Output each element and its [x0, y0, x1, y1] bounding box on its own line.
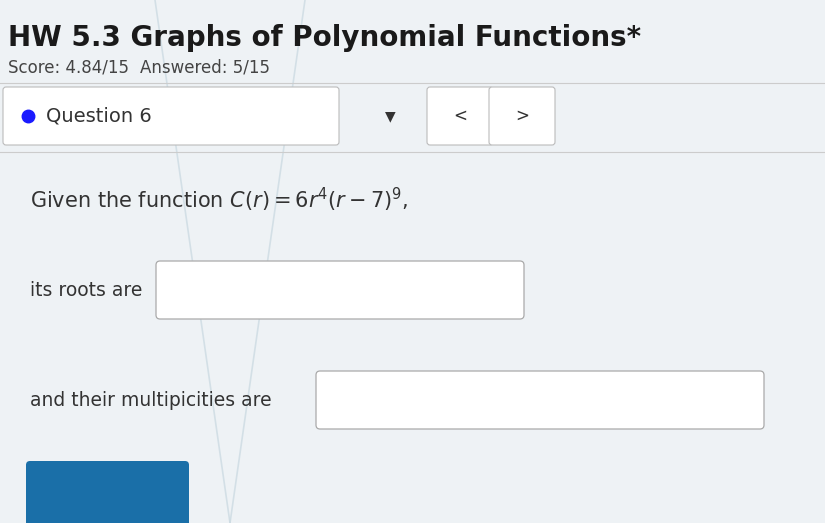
Text: >: >: [515, 107, 529, 125]
Text: ▼: ▼: [384, 109, 395, 123]
Text: HW 5.3 Graphs of Polynomial Functions*: HW 5.3 Graphs of Polynomial Functions*: [8, 24, 641, 52]
FancyBboxPatch shape: [3, 87, 339, 145]
Text: <: <: [453, 107, 467, 125]
Text: and their multipicities are: and their multipicities are: [30, 391, 271, 410]
FancyBboxPatch shape: [156, 261, 524, 319]
FancyBboxPatch shape: [26, 461, 189, 523]
Text: Question 6: Question 6: [46, 107, 152, 126]
Text: Given the function $C(r) = 6r^{4}(r - 7)^{9},$: Given the function $C(r) = 6r^{4}(r - 7)…: [30, 186, 408, 214]
Text: Answered: 5/15: Answered: 5/15: [140, 59, 270, 77]
Text: Score: 4.84/15: Score: 4.84/15: [8, 59, 129, 77]
FancyBboxPatch shape: [427, 87, 493, 145]
FancyBboxPatch shape: [316, 371, 764, 429]
Text: its roots are: its roots are: [30, 280, 143, 300]
FancyBboxPatch shape: [489, 87, 555, 145]
